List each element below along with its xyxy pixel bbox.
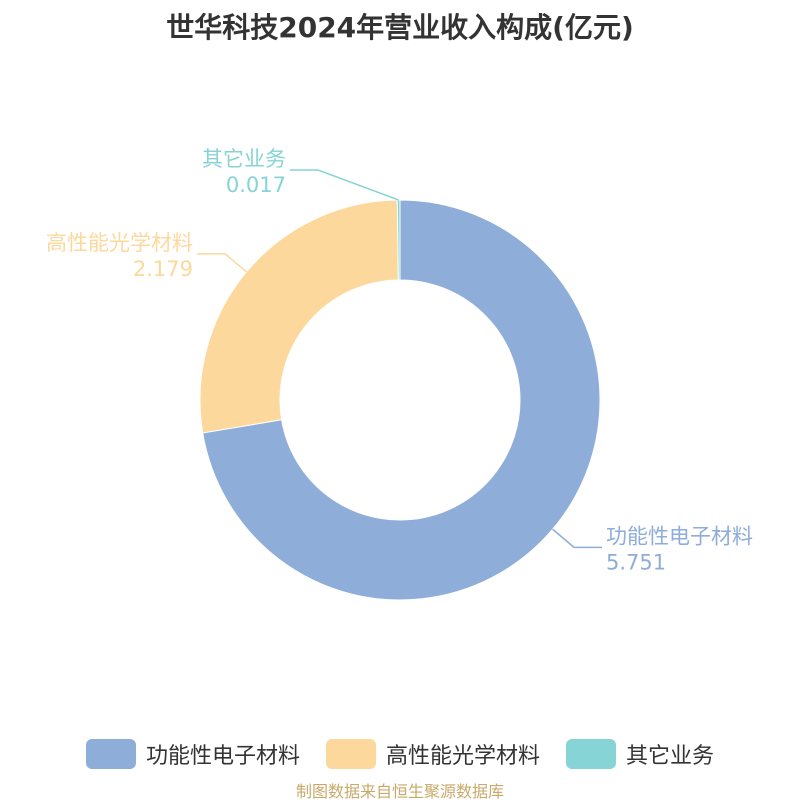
slice-label-name-2: 其它业务 (202, 147, 286, 171)
legend-item-0: 功能性电子材料 (85, 738, 300, 770)
source-note: 制图数据来自恒生聚源数据库 (295, 782, 504, 801)
leader-line-1 (197, 253, 247, 273)
slices (199, 199, 601, 601)
slice-label-value-1: 2.179 (133, 257, 193, 281)
slice-0 (202, 199, 601, 601)
legend-label-2: 其它业务 (626, 744, 715, 769)
leader-line-2 (290, 169, 399, 201)
slice-label-value-0: 5.751 (606, 550, 666, 574)
slice-label-value-2: 0.017 (226, 173, 286, 197)
legend-label-1: 高性能光学材料 (385, 744, 540, 769)
legend-item-1: 高性能光学材料 (325, 738, 540, 770)
legend-swatch-0 (85, 739, 136, 769)
leader-line-0 (552, 528, 602, 549)
legend-swatch-2 (566, 739, 616, 769)
legend-label-0: 功能性电子材料 (145, 744, 300, 769)
chart-title: 世华科技2024年营业收入构成(亿元) (166, 11, 634, 44)
slice-1 (199, 199, 399, 434)
legend-swatch-1 (325, 739, 376, 769)
slice-label-name-1: 高性能光学材料 (46, 231, 193, 255)
legend: 功能性电子材料 高性能光学材料 其它业务 (0, 738, 800, 770)
legend-item-2: 其它业务 (566, 738, 714, 770)
slice-label-name-0: 功能性电子材料 (606, 524, 753, 548)
